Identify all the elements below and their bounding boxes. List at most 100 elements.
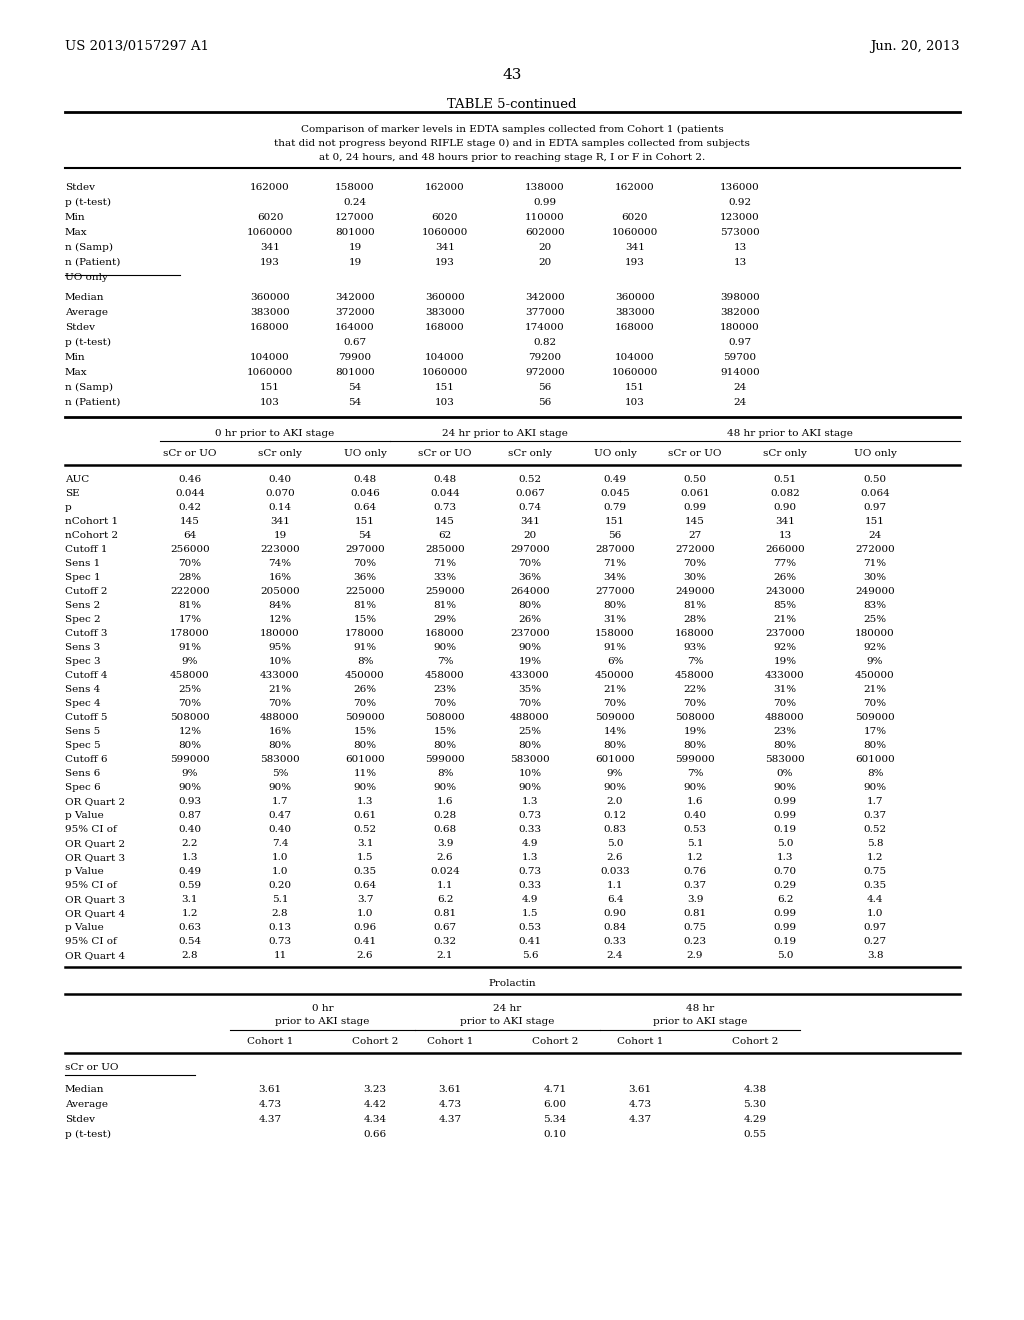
Text: 10%: 10%	[518, 770, 542, 777]
Text: 138000: 138000	[525, 183, 565, 191]
Text: 360000: 360000	[425, 293, 465, 302]
Text: SE: SE	[65, 488, 80, 498]
Text: 0.33: 0.33	[518, 880, 542, 890]
Text: 0.76: 0.76	[683, 867, 707, 876]
Text: 151: 151	[435, 383, 455, 392]
Text: 0.53: 0.53	[683, 825, 707, 834]
Text: 0.79: 0.79	[603, 503, 627, 512]
Text: 30%: 30%	[683, 573, 707, 582]
Text: 0.99: 0.99	[773, 810, 797, 820]
Text: 4.42: 4.42	[364, 1100, 387, 1109]
Text: 583000: 583000	[510, 755, 550, 764]
Text: 372000: 372000	[335, 308, 375, 317]
Text: 70%: 70%	[353, 558, 377, 568]
Text: 70%: 70%	[773, 700, 797, 708]
Text: 4.9: 4.9	[522, 840, 539, 847]
Text: 145: 145	[685, 517, 705, 525]
Text: 297000: 297000	[510, 545, 550, 554]
Text: 24 hr: 24 hr	[494, 1005, 521, 1012]
Text: Spec 2: Spec 2	[65, 615, 100, 624]
Text: 1060000: 1060000	[247, 228, 293, 238]
Text: 16%: 16%	[268, 727, 292, 737]
Text: 20: 20	[539, 243, 552, 252]
Text: AUC: AUC	[65, 475, 89, 484]
Text: 70%: 70%	[178, 700, 202, 708]
Text: 450000: 450000	[345, 671, 385, 680]
Text: 6.2: 6.2	[437, 895, 454, 904]
Text: 601000: 601000	[345, 755, 385, 764]
Text: 90%: 90%	[433, 643, 457, 652]
Text: 90%: 90%	[683, 783, 707, 792]
Text: 382000: 382000	[720, 308, 760, 317]
Text: 70%: 70%	[683, 558, 707, 568]
Text: 341: 341	[270, 517, 290, 525]
Text: 36%: 36%	[518, 573, 542, 582]
Text: 287000: 287000	[595, 545, 635, 554]
Text: 5.0: 5.0	[777, 950, 794, 960]
Text: 19: 19	[348, 243, 361, 252]
Text: 21%: 21%	[773, 615, 797, 624]
Text: 162000: 162000	[250, 183, 290, 191]
Text: 56: 56	[539, 399, 552, 407]
Text: sCr or UO: sCr or UO	[163, 449, 217, 458]
Text: 20: 20	[523, 531, 537, 540]
Text: 0.40: 0.40	[268, 825, 292, 834]
Text: 0.90: 0.90	[773, 503, 797, 512]
Text: 168000: 168000	[425, 630, 465, 638]
Text: 9%: 9%	[866, 657, 884, 667]
Text: 180000: 180000	[855, 630, 895, 638]
Text: Cohort 2: Cohort 2	[732, 1038, 778, 1045]
Text: 0.10: 0.10	[544, 1130, 566, 1139]
Text: 1.0: 1.0	[271, 853, 288, 862]
Text: 0.97: 0.97	[863, 923, 887, 932]
Text: 28%: 28%	[178, 573, 202, 582]
Text: 1.3: 1.3	[356, 797, 374, 807]
Text: Sens 3: Sens 3	[65, 643, 100, 652]
Text: 0 hr: 0 hr	[311, 1005, 334, 1012]
Text: 0.74: 0.74	[518, 503, 542, 512]
Text: 237000: 237000	[765, 630, 805, 638]
Text: 1.2: 1.2	[181, 909, 199, 917]
Text: 80%: 80%	[518, 601, 542, 610]
Text: 90%: 90%	[178, 783, 202, 792]
Text: 8%: 8%	[437, 770, 454, 777]
Text: 29%: 29%	[433, 615, 457, 624]
Text: 0.13: 0.13	[268, 923, 292, 932]
Text: 8%: 8%	[866, 770, 884, 777]
Text: 0.50: 0.50	[863, 475, 887, 484]
Text: 3.9: 3.9	[687, 895, 703, 904]
Text: Spec 4: Spec 4	[65, 700, 100, 708]
Text: 110000: 110000	[525, 213, 565, 222]
Text: 54: 54	[358, 531, 372, 540]
Text: 21%: 21%	[268, 685, 292, 694]
Text: 0.48: 0.48	[353, 475, 377, 484]
Text: 17%: 17%	[178, 615, 202, 624]
Text: 104000: 104000	[615, 352, 655, 362]
Text: 81%: 81%	[353, 601, 377, 610]
Text: 19: 19	[273, 531, 287, 540]
Text: 508000: 508000	[170, 713, 210, 722]
Text: prior to AKI stage: prior to AKI stage	[461, 1016, 555, 1026]
Text: 4.37: 4.37	[629, 1115, 651, 1125]
Text: 145: 145	[180, 517, 200, 525]
Text: 10%: 10%	[268, 657, 292, 667]
Text: 1.6: 1.6	[437, 797, 454, 807]
Text: 1.3: 1.3	[181, 853, 199, 862]
Text: 0.49: 0.49	[603, 475, 627, 484]
Text: 9%: 9%	[181, 657, 199, 667]
Text: 24: 24	[733, 383, 746, 392]
Text: 599000: 599000	[425, 755, 465, 764]
Text: US 2013/0157297 A1: US 2013/0157297 A1	[65, 40, 209, 53]
Text: 0.40: 0.40	[178, 825, 202, 834]
Text: 342000: 342000	[335, 293, 375, 302]
Text: 0.41: 0.41	[353, 937, 377, 946]
Text: 80%: 80%	[773, 741, 797, 750]
Text: Stdev: Stdev	[65, 1115, 95, 1125]
Text: 0.52: 0.52	[863, 825, 887, 834]
Text: 168000: 168000	[675, 630, 715, 638]
Text: 95%: 95%	[268, 643, 292, 652]
Text: 2.2: 2.2	[181, 840, 199, 847]
Text: 0.64: 0.64	[353, 503, 377, 512]
Text: 222000: 222000	[170, 587, 210, 597]
Text: Prolactin: Prolactin	[488, 979, 536, 987]
